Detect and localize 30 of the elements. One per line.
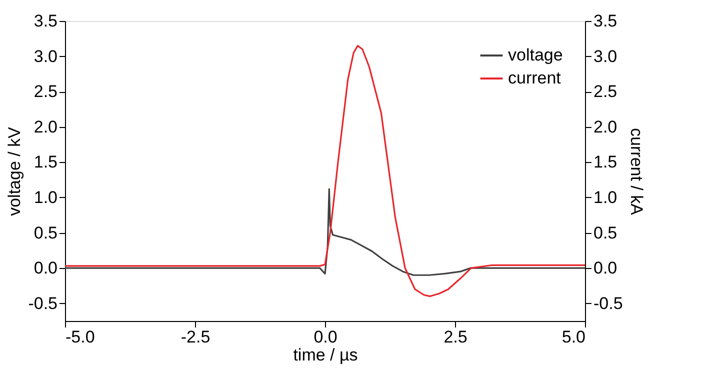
y-tick-label: 3.0 [34, 46, 58, 66]
line-series [65, 188, 585, 276]
y-tick-label: 1.0 [34, 188, 58, 207]
y2-tick-label: -0.5 [594, 294, 623, 313]
y2-tick-label: 2.0 [594, 117, 618, 136]
y2-tick-label: 0.0 [594, 258, 618, 278]
x-axis-title: time / µs [293, 346, 358, 364]
y2-tick-label: 1.0 [594, 188, 618, 207]
x-tick-label: -5.0 [66, 328, 95, 346]
y-tick-label: -0.5 [28, 294, 58, 313]
y-axis-title: voltage / kV [5, 126, 24, 216]
y-tick-label: 1.5 [34, 152, 58, 172]
x-tick-label: -2.5 [180, 328, 210, 346]
x-tick-label: 2.5 [444, 328, 468, 346]
y2-tick-label: 0.5 [594, 223, 618, 242]
y2-tick-label: 3.5 [594, 12, 618, 30]
x-tick-label: 0.0 [314, 328, 338, 346]
y-tick-label: 0.0 [34, 258, 58, 278]
y-tick-label: 3.5 [34, 12, 58, 30]
legend-label: current [508, 68, 562, 88]
y2-axis-title: current / kA [626, 128, 646, 216]
y2-tick-label: 1.5 [594, 152, 618, 172]
y2-tick-label: 3.0 [594, 46, 618, 66]
y-tick-label: 0.5 [34, 223, 58, 242]
legend-label: voltage [508, 46, 563, 64]
y2-tick-label: 2.5 [594, 82, 618, 102]
line-series [65, 44, 585, 298]
y-tick-label: 2.5 [34, 82, 58, 102]
y-tick-label: 2.0 [34, 117, 58, 136]
x-tick-label: 5.0 [562, 328, 586, 346]
